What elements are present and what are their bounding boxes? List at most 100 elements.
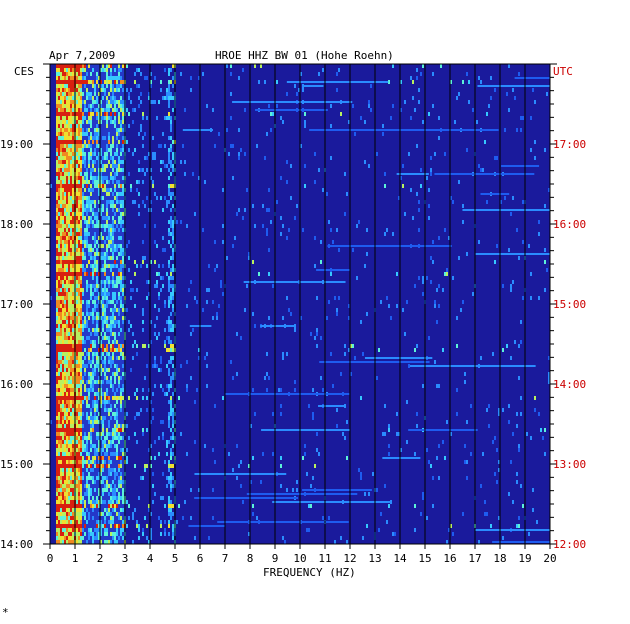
heat-cell [122,428,124,432]
heat-cell [76,244,78,248]
heat-cell [146,116,148,120]
heat-cell [90,396,92,400]
heat-cell [78,256,80,260]
heat-cell [102,460,104,464]
heat-cell [64,252,66,256]
heat-cell [114,340,116,344]
heat-cell [84,404,86,408]
heat-cell [452,276,454,280]
heat-cell [118,336,120,340]
heat-cell [56,160,58,164]
heat-cell [58,312,60,316]
heat-cell [94,148,96,152]
heat-cell [94,252,96,256]
heat-cell [122,120,124,124]
heat-cell [68,352,70,356]
heat-cell [68,296,70,300]
heat-cell [120,268,122,272]
heat-cell [128,396,130,400]
heat-cell [314,152,316,156]
heat-cell [432,260,434,264]
heat-cell [90,124,92,128]
heat-cell [82,248,84,252]
heat-cell [108,64,110,68]
heat-cell [114,332,116,336]
heat-cell [72,228,74,232]
heat-cell [136,440,138,444]
heat-cell [78,264,80,268]
heat-cell [114,488,116,492]
heat-cell [78,284,80,288]
heat-cell [330,352,332,356]
heat-cell [102,420,104,424]
heat-cell [72,328,74,332]
heat-cell [58,80,60,84]
heat-cell [104,84,106,88]
heat-cell [518,448,520,452]
heat-cell [94,364,96,368]
heat-cell [114,88,116,92]
heat-cell [102,220,104,224]
heat-cell [116,100,118,104]
heat-cell [104,112,106,116]
heat-cell [56,292,58,296]
heat-cell [56,96,58,100]
heat-cell [82,440,84,444]
heat-cell [62,388,64,392]
heat-cell [76,160,78,164]
heat-cell [98,272,100,276]
heat-cell [62,412,64,416]
heat-cell [304,452,306,456]
heat-cell [104,440,106,444]
heat-cell [122,484,124,488]
heat-cell [108,400,110,404]
heat-cell [94,460,96,464]
heat-cell [248,464,250,468]
heat-cell [88,120,90,124]
heat-cell [70,416,72,420]
heat-cell [94,348,96,352]
heat-cell [158,452,160,456]
heat-cell [168,480,170,484]
heat-cell [148,388,150,392]
heat-cell [112,104,114,108]
heat-cell [494,472,496,476]
heat-cell [76,64,78,68]
heat-cell [162,236,164,240]
heat-cell [56,388,58,392]
heat-cell [118,316,120,320]
heat-cell [510,284,512,288]
heat-cell [78,424,80,428]
heat-cell [416,192,418,196]
heat-cell [548,372,550,376]
heat-cell [102,176,104,180]
heat-cell [68,376,70,380]
heat-cell [118,228,120,232]
heat-cell [112,372,114,376]
heat-cell [112,84,114,88]
heat-cell [88,420,90,424]
heat-cell [120,96,122,100]
heat-cell [76,264,78,268]
heat-cell [532,488,534,492]
heat-cell [68,484,70,488]
heat-cell [240,336,242,340]
heat-cell [168,228,170,232]
heat-cell [104,232,106,236]
heat-cell [120,144,122,148]
heat-cell [158,296,160,300]
heat-cell [80,108,82,112]
heat-cell [58,164,60,168]
heat-cell [310,484,312,488]
heat-cell [60,420,62,424]
heat-cell [102,364,104,368]
heat-cell [72,500,74,504]
heat-cell [120,136,122,140]
heat-cell [58,244,60,248]
heat-cell [142,260,144,264]
heat-cell [88,64,90,68]
heat-cell [106,496,108,500]
heat-cell [72,488,74,492]
heat-cell [286,236,288,240]
heat-cell [64,336,66,340]
